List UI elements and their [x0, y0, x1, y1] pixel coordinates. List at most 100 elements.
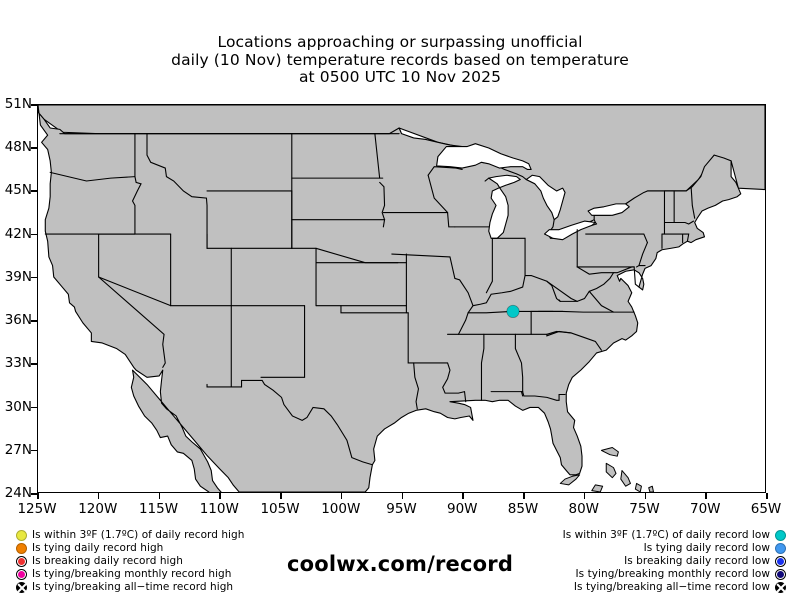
y-axis-label: 39N	[4, 268, 32, 285]
legend-label: Is tying/breaking monthly record high	[32, 568, 232, 580]
station-marker[interactable]	[506, 304, 520, 318]
state-border	[98, 276, 166, 368]
x-axis-label: 120W	[78, 501, 118, 517]
orange-circle-icon	[16, 543, 27, 554]
island-3	[634, 482, 642, 492]
legend-item: Is tying daily record high	[16, 542, 249, 555]
x-axis-label: 115W	[138, 501, 179, 517]
state-border	[690, 186, 696, 219]
x-axis-tick	[37, 493, 39, 499]
great-lake-0	[436, 143, 532, 171]
legend-item: Is tying/breaking monthly record low	[558, 568, 786, 581]
state-border	[447, 211, 456, 228]
legend-label: Is breaking daily record low	[624, 555, 770, 567]
legend-label: Is tying/breaking all−time record high	[32, 581, 234, 593]
island-4	[648, 485, 655, 492]
legend-record-high: Is within 3ºF (1.7ºC) of daily record hi…	[16, 529, 249, 594]
state-border	[427, 166, 463, 176]
state-border	[612, 266, 635, 274]
state-border	[546, 280, 578, 302]
y-axis-tick	[31, 147, 37, 149]
map-geography	[38, 105, 765, 492]
state-border	[413, 362, 420, 410]
state-border	[407, 312, 449, 364]
legend-marker-core	[18, 558, 25, 565]
title-line-1: Locations approaching or surpassing unof…	[217, 33, 583, 51]
state-border	[146, 133, 208, 249]
y-axis-label: 36N	[4, 312, 32, 329]
state-border	[480, 333, 485, 401]
legend-record-low: Is within 3ºF (1.7ºC) of daily record lo…	[558, 529, 786, 594]
y-axis-tick	[31, 320, 37, 322]
state-border	[379, 181, 386, 221]
station-layer[interactable]	[506, 304, 520, 318]
x-axis-label: 85W	[507, 501, 539, 517]
legend-item: Is tying/breaking all−time record high	[16, 581, 249, 594]
y-axis-tick	[31, 233, 37, 236]
red-ring-circle-icon	[16, 556, 27, 567]
state-border	[636, 242, 648, 268]
state-border	[585, 233, 648, 244]
y-axis-tick	[31, 406, 37, 409]
legend-label: Is within 3ºF (1.7ºC) of daily record lo…	[562, 529, 770, 541]
state-border	[260, 305, 306, 378]
x-axis-tick	[97, 493, 100, 499]
x-axis-tick	[462, 493, 464, 499]
x-axis-label: 75W	[629, 501, 660, 517]
magenta-ring-circle-icon	[16, 569, 27, 580]
map-canvas[interactable]	[37, 104, 766, 493]
legend-label: Is within 3ºF (1.7ºC) of daily record hi…	[32, 529, 245, 541]
island-1	[605, 462, 617, 479]
x-axis-label: 100W	[321, 501, 361, 517]
state-border	[230, 379, 373, 466]
black-x-circle-icon	[775, 582, 786, 593]
island-0	[600, 447, 619, 457]
legend-label: Is tying/breaking all−time record low	[573, 581, 770, 593]
x-axis-label: 125W	[17, 501, 57, 517]
x-axis-label: 105W	[260, 501, 300, 517]
state-border	[546, 330, 572, 337]
island-2	[620, 470, 631, 487]
black-x-circle-icon	[16, 582, 27, 593]
state-border	[485, 237, 493, 294]
legend-label: Is breaking daily record high	[32, 555, 183, 567]
state-border	[682, 233, 690, 242]
y-axis-label: 27N	[4, 441, 32, 458]
state-border	[391, 253, 451, 258]
x-axis-label: 95W	[386, 501, 417, 517]
y-axis-label: 33N	[4, 355, 32, 372]
x-axis-tick	[280, 493, 282, 499]
x-axis-tick	[583, 493, 586, 499]
state-border	[522, 391, 566, 401]
title-line-2: daily (10 Nov) temperature records based…	[171, 50, 629, 69]
x-axis-label: 65W	[750, 501, 782, 517]
legend-label: Is tying/breaking monthly record low	[575, 568, 770, 580]
navy-ring-circle-icon	[775, 569, 786, 580]
y-axis-tick	[31, 449, 37, 452]
y-axis-label: 48N	[4, 139, 32, 156]
y-axis-label: 24N	[4, 485, 32, 501]
y-axis-label: 30N	[4, 398, 32, 415]
y-axis-tick	[31, 104, 37, 106]
state-border	[530, 274, 561, 302]
watermark-coolwx[interactable]: coolwx.com/record	[286, 552, 514, 576]
y-axis-tick	[31, 493, 37, 495]
state-border	[663, 220, 695, 225]
y-axis-tick	[31, 276, 37, 279]
y-axis-tick	[31, 190, 37, 192]
legend-marker-core	[18, 571, 25, 578]
state-border	[131, 176, 142, 235]
legend-item: Is breaking daily record low	[558, 555, 786, 568]
legend-label: Is tying daily record low	[643, 542, 770, 554]
great-lake-4	[587, 203, 630, 216]
x-axis-tick	[158, 493, 160, 499]
legend-item: Is tying/breaking monthly record high	[16, 568, 249, 581]
blue-ring-circle-icon	[775, 556, 786, 567]
x-axis-tick	[766, 493, 768, 499]
legend-item: Is tying/breaking all−time record low	[558, 581, 786, 594]
state-border	[449, 256, 474, 307]
teal-circle-icon	[775, 530, 786, 541]
state-border	[537, 310, 615, 313]
state-border	[206, 383, 232, 388]
